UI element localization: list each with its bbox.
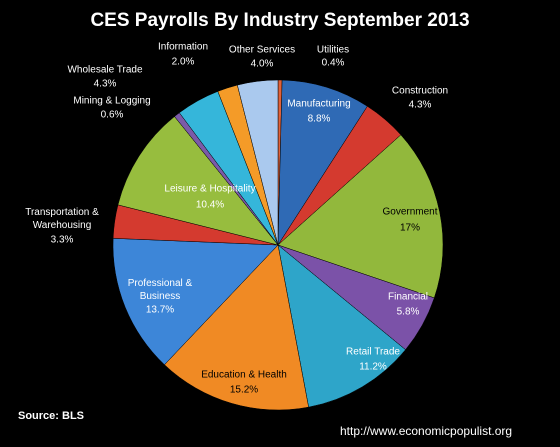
pie-slice [277,134,444,299]
value-label: 4.3% [93,78,117,90]
value-label: 11.2% [359,361,387,373]
slice-label: Construction [391,85,449,97]
slice-label: Professional & Business [127,278,193,302]
pie-slice [277,244,406,408]
value-label: 2.0% [171,56,195,68]
slice-label: Wholesale Trade [67,64,143,76]
value-label: 0.4% [321,57,345,69]
pie-slice [164,244,309,411]
slice-label: Financial [387,291,429,303]
value-label: 15.2% [229,384,259,396]
slice-label: Manufacturing [287,98,351,110]
source: Source: BLS [18,410,85,422]
value-label: 4.3% [408,99,432,111]
slice-label: Government [382,206,438,218]
value-label: 10.4% [195,199,225,211]
slice-label: Utilities [316,44,350,56]
value-label: 0.6% [100,109,124,121]
slice-label: Information [157,41,209,53]
slice-label: Retail Trade [346,346,400,358]
value-label: 4.0% [250,58,274,70]
value-label: 13.7% [145,304,175,316]
slice-label: Transportation & Warehousing [25,207,99,231]
slice-label: Education & Health [201,369,287,381]
value-label: 3.3% [50,234,74,246]
slice-label: Other Services [228,44,296,56]
pie-slice [237,79,279,246]
url: http://www.economicpopulist.org [340,424,513,438]
slice-label: Mining & Logging [73,95,151,107]
slice-label: Leisure & Hospitality [164,183,256,195]
pie-slice [117,116,279,246]
chart-title: CES Payrolls By Industry September 2013 [90,10,470,31]
pie-slice [112,238,279,366]
value-label: 5.8% [396,306,420,318]
pie-slice [277,79,368,246]
value-label: 17% [399,222,421,234]
value-label: 8.8% [307,113,331,125]
